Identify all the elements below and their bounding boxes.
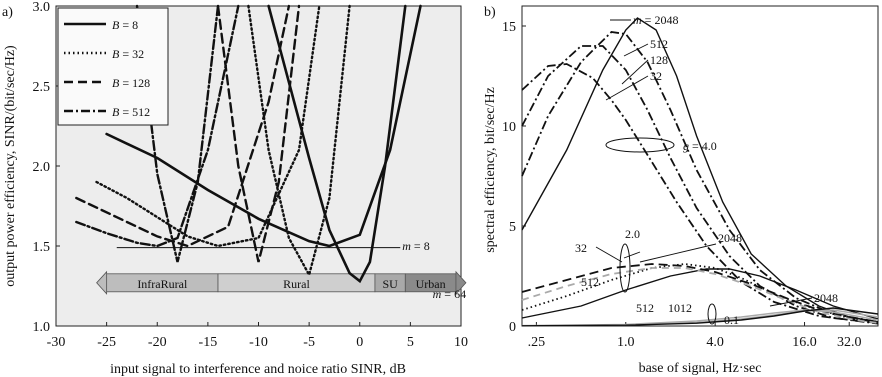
annotation-label: 2048 xyxy=(718,231,742,245)
annotation-label: m = 8 xyxy=(402,239,429,253)
legend-label: B = 512 xyxy=(112,105,150,119)
series-line xyxy=(521,309,879,327)
annotation-label: 128 xyxy=(650,53,668,67)
annotation-label: 2.0 xyxy=(625,227,640,241)
x-tick-label: .25 xyxy=(528,335,546,350)
y-tick-label: 15 xyxy=(502,20,516,35)
panel-a-label: a) xyxy=(2,5,13,20)
y-tick-label: 0 xyxy=(509,320,516,335)
series-line xyxy=(105,4,422,248)
annotation-label: 32 xyxy=(575,241,587,255)
annotation-label: m = 64 xyxy=(433,287,466,301)
annotation-label: 2048 xyxy=(814,291,838,305)
x-tick-label: 32.0 xyxy=(837,335,862,350)
region-arrow-left xyxy=(96,270,108,295)
group-ellipse xyxy=(605,137,675,153)
panel-b-xlabel: base of signal, Hz·sec xyxy=(639,361,762,376)
y-tick-label: 1.5 xyxy=(33,240,51,255)
x-tick-label: 5 xyxy=(407,335,414,350)
annotation-label: 512 xyxy=(636,301,654,315)
x-tick-label: -15 xyxy=(199,335,218,350)
y-tick-label: 2.5 xyxy=(33,80,51,95)
x-tick-label: -20 xyxy=(148,335,167,350)
group-ellipse xyxy=(619,243,631,293)
panel-b: b) .25 1.0 4.0 16.0 32.0 0 5 10 15 m = 2048 512 1… xyxy=(483,5,879,376)
x-tick-label: -10 xyxy=(249,335,268,350)
annotation-label: 1012 xyxy=(668,301,692,315)
y-tick-label: 5 xyxy=(509,220,516,235)
panel-b-label: b) xyxy=(484,5,496,20)
annotation-leader xyxy=(605,75,649,101)
panel-a: a) -30 -25 -20 -15 -10 -5 0 5 10 1.0 1.5 2.0 2.5 3.0… xyxy=(2,0,468,377)
annotation-label: 0.1 xyxy=(724,313,739,327)
y-tick-label: 1.0 xyxy=(33,320,51,335)
series-line xyxy=(95,4,321,248)
x-tick-label: -25 xyxy=(97,335,116,350)
series-line xyxy=(267,4,407,284)
series-line xyxy=(521,31,879,323)
y-tick-label: 10 xyxy=(502,120,516,135)
region-label: SU xyxy=(382,277,398,291)
annotation-label: 512 xyxy=(581,275,599,289)
series-line xyxy=(521,267,879,324)
annotation-leader xyxy=(769,297,813,307)
panel-b-plot-area xyxy=(521,5,879,327)
y-tick-label: 2.0 xyxy=(33,160,51,175)
x-tick-label: 4.0 xyxy=(706,335,724,350)
annotation-label: g = 4.0 xyxy=(683,139,717,153)
legend-label: B = 32 xyxy=(112,47,144,61)
panel-a-ylabel: output power efficiency, SINR/(bit/sec/H… xyxy=(3,45,18,287)
group-ellipse xyxy=(707,303,717,325)
panel-a-xlabel: input signal to interference and noice r… xyxy=(110,362,406,377)
annotation-leader xyxy=(623,43,649,57)
panel-a-legend: B = 8 B = 32 B = 128 B = 512 xyxy=(57,7,169,126)
x-tick-label: 10 xyxy=(454,335,468,350)
region-label: Urban xyxy=(416,277,446,291)
annotation-leader xyxy=(639,243,717,263)
annotation-leader xyxy=(595,246,623,263)
panel-b-ylabel: spectral efficiency, bit/sec/Hz xyxy=(483,87,498,253)
legend-box xyxy=(57,7,169,126)
series-line xyxy=(75,4,240,248)
series-line xyxy=(521,63,879,325)
legend-label: B = 128 xyxy=(112,76,150,90)
region-label: Rural xyxy=(283,277,310,291)
x-tick-label: 1.0 xyxy=(617,335,635,350)
y-tick-label: 3.0 xyxy=(33,0,51,15)
annotation-leader xyxy=(623,251,641,259)
region-label: InfraRural xyxy=(137,277,188,291)
series-line xyxy=(521,17,879,323)
x-tick-label: -30 xyxy=(47,335,66,350)
annotation-label: m = 2048 xyxy=(633,13,678,27)
series-line xyxy=(247,4,351,279)
series-line xyxy=(521,263,879,323)
x-tick-label: -5 xyxy=(303,335,315,350)
x-tick-label: 0 xyxy=(356,335,363,350)
series-line xyxy=(216,4,301,263)
legend-label: B = 8 xyxy=(112,18,138,32)
series-line xyxy=(521,307,879,327)
region-arrow-right xyxy=(455,270,467,295)
series-line xyxy=(75,4,291,248)
annotation-label: 512 xyxy=(650,37,668,51)
x-tick-label: 16.0 xyxy=(792,335,817,350)
annotation-label: 32 xyxy=(650,69,662,83)
annotation-leader xyxy=(621,59,649,85)
